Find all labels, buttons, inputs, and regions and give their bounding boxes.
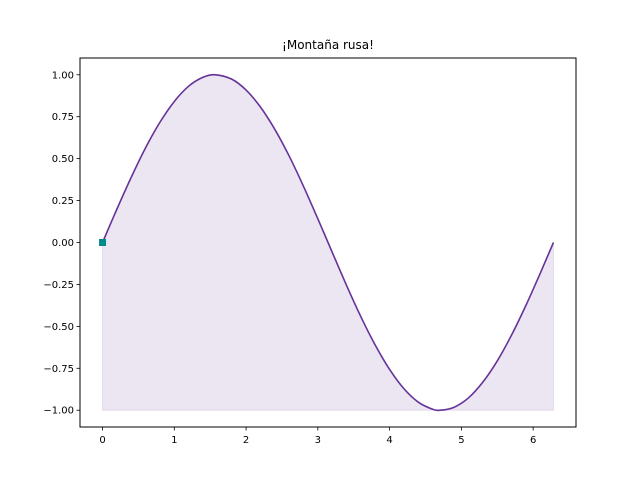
y-tick-label: 0.00 [52, 238, 74, 249]
x-tick-label: 4 [386, 435, 392, 446]
y-tick-label: 0.50 [52, 154, 74, 165]
y-tick-label: −0.25 [43, 280, 74, 291]
x-tick-label: 1 [171, 435, 177, 446]
y-tick-label: 0.25 [52, 196, 74, 207]
y-tick-label: −0.75 [43, 364, 74, 375]
y-axis: −1.00 −0.75 −0.50 −0.25 0.00 0.25 0.50 0.75 1.00 [43, 70, 80, 417]
chart-title: ¡Montaña rusa! [282, 38, 374, 52]
x-axis: 0 1 2 3 4 5 6 [99, 427, 536, 446]
x-tick-label: 6 [530, 435, 536, 446]
plot-area [99, 73, 555, 412]
x-tick-label: 5 [458, 435, 464, 446]
y-tick-label: 1.00 [52, 70, 74, 81]
x-tick-label: 3 [315, 435, 321, 446]
x-tick-label: 0 [99, 435, 105, 446]
series-line [101, 73, 555, 412]
square-marker [99, 239, 107, 246]
x-tick-label: 2 [243, 435, 249, 446]
y-tick-label: −0.50 [43, 322, 74, 333]
y-tick-label: −1.00 [43, 406, 74, 417]
y-tick-label: 0.75 [52, 112, 74, 123]
